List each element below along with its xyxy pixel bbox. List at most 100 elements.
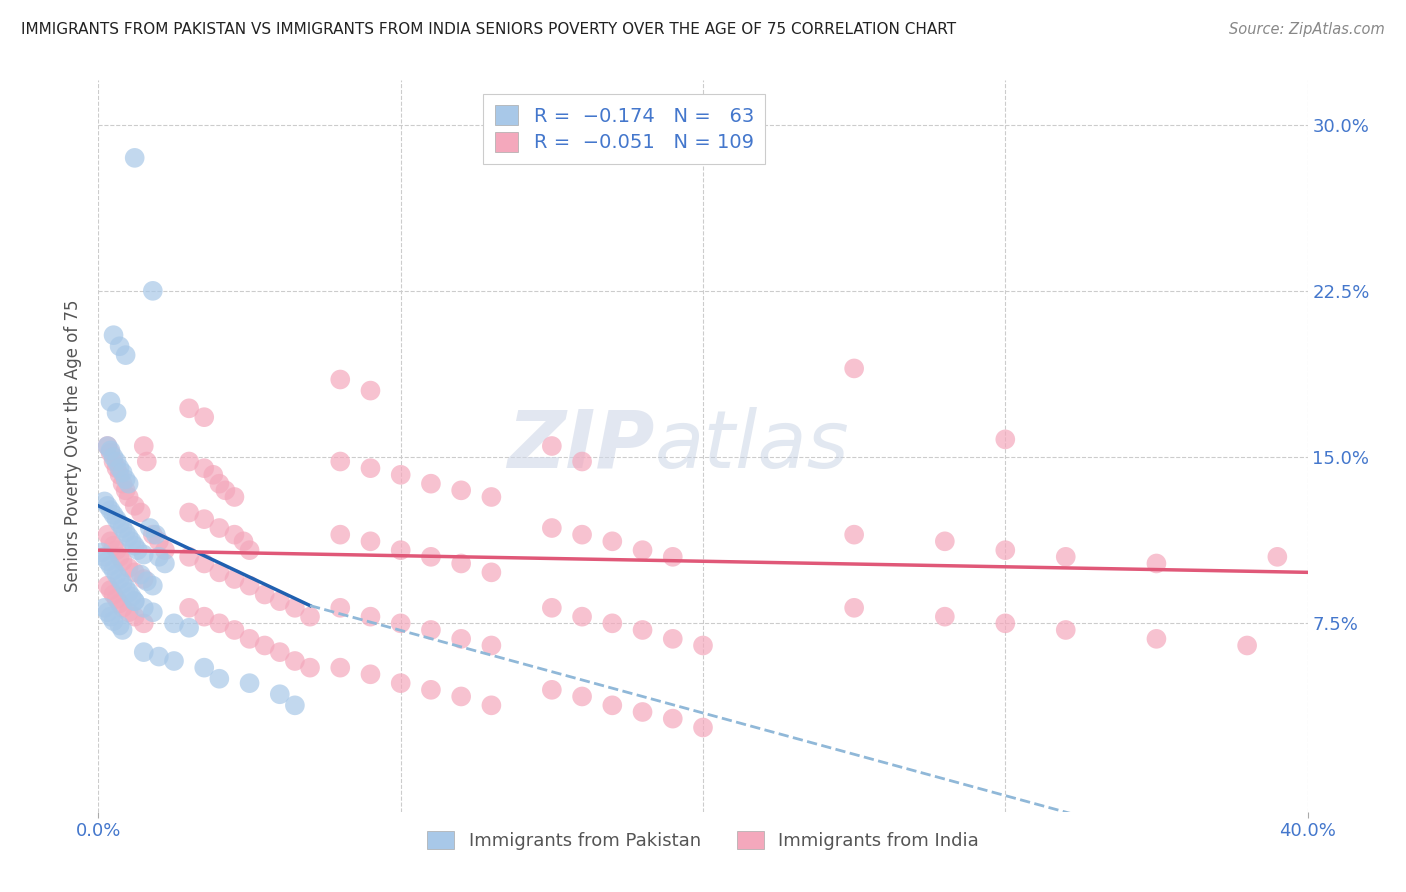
Point — [111, 466, 134, 480]
Point — [214, 483, 236, 498]
Point — [224, 623, 246, 637]
Point — [481, 490, 503, 504]
Point — [571, 609, 593, 624]
Point — [148, 549, 170, 564]
Point — [100, 394, 122, 409]
Point — [329, 454, 352, 468]
Point — [124, 499, 146, 513]
Point — [239, 543, 262, 558]
Point — [100, 609, 122, 624]
Point — [631, 623, 654, 637]
Point — [269, 594, 291, 608]
Point — [100, 558, 122, 573]
Point — [193, 660, 215, 674]
Point — [540, 521, 562, 535]
Point — [145, 527, 167, 541]
Point — [93, 600, 115, 615]
Point — [420, 476, 443, 491]
Point — [239, 579, 262, 593]
Point — [329, 660, 352, 674]
Point — [163, 654, 186, 668]
Point — [389, 467, 412, 482]
Point — [142, 579, 165, 593]
Point — [118, 476, 141, 491]
Point — [129, 567, 152, 582]
Point — [571, 690, 593, 704]
Point — [208, 616, 231, 631]
Point — [179, 549, 201, 564]
Point — [124, 151, 146, 165]
Point — [121, 534, 143, 549]
Point — [114, 581, 136, 595]
Point — [108, 461, 131, 475]
Point — [103, 563, 125, 577]
Point — [142, 605, 165, 619]
Point — [179, 454, 201, 468]
Point — [142, 527, 165, 541]
Point — [540, 600, 562, 615]
Point — [420, 623, 443, 637]
Point — [111, 576, 134, 591]
Point — [239, 632, 262, 646]
Point — [208, 672, 231, 686]
Point — [108, 467, 131, 482]
Point — [118, 605, 141, 619]
Point — [132, 645, 155, 659]
Point — [105, 567, 128, 582]
Point — [1144, 632, 1167, 646]
Point — [100, 534, 122, 549]
Point — [571, 454, 593, 468]
Point — [132, 548, 155, 562]
Point — [299, 660, 322, 674]
Point — [450, 483, 472, 498]
Point — [118, 585, 141, 599]
Point — [224, 527, 246, 541]
Point — [111, 600, 134, 615]
Point — [142, 284, 165, 298]
Point — [132, 600, 155, 615]
Point — [269, 687, 291, 701]
Point — [661, 712, 683, 726]
Point — [389, 543, 412, 558]
Point — [208, 566, 231, 580]
Point — [329, 372, 352, 386]
Point — [108, 516, 131, 531]
Point — [96, 605, 118, 619]
Point — [481, 698, 503, 713]
Point — [153, 557, 176, 571]
Point — [994, 543, 1017, 558]
Point — [93, 494, 115, 508]
Point — [844, 527, 866, 541]
Text: atlas: atlas — [655, 407, 849, 485]
Point — [100, 445, 122, 459]
Point — [329, 600, 352, 615]
Point — [96, 579, 118, 593]
Point — [224, 490, 246, 504]
Point — [114, 483, 136, 498]
Point — [420, 682, 443, 697]
Point — [1236, 639, 1258, 653]
Point — [103, 587, 125, 601]
Point — [118, 561, 141, 575]
Point — [284, 698, 307, 713]
Point — [994, 616, 1017, 631]
Point — [1144, 557, 1167, 571]
Point — [108, 339, 131, 353]
Point — [239, 676, 262, 690]
Point — [124, 539, 146, 553]
Point — [844, 361, 866, 376]
Point — [540, 439, 562, 453]
Point — [105, 543, 128, 558]
Point — [269, 645, 291, 659]
Point — [111, 623, 134, 637]
Point — [481, 566, 503, 580]
Point — [179, 506, 201, 520]
Point — [103, 328, 125, 343]
Point — [1267, 549, 1289, 564]
Text: IMMIGRANTS FROM PAKISTAN VS IMMIGRANTS FROM INDIA SENIORS POVERTY OVER THE AGE O: IMMIGRANTS FROM PAKISTAN VS IMMIGRANTS F… — [21, 22, 956, 37]
Point — [103, 614, 125, 628]
Point — [571, 527, 593, 541]
Point — [108, 596, 131, 610]
Point — [253, 639, 276, 653]
Point — [602, 616, 624, 631]
